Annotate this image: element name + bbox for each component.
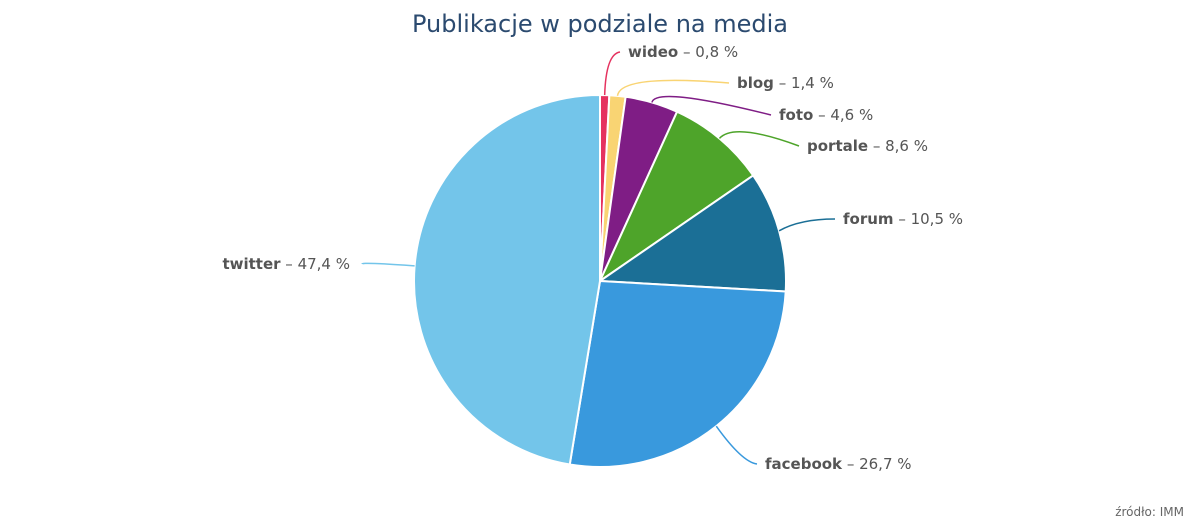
data-label-portale: portale – 8,6 % (807, 137, 928, 155)
data-label-blog: blog – 1,4 % (737, 74, 834, 92)
data-label-twitter: twitter – 47,4 % (222, 255, 350, 273)
source-note: źródło: IMM (1115, 505, 1184, 519)
data-label-foto: foto – 4,6 % (779, 106, 873, 124)
connector-facebook (715, 425, 758, 465)
connector-portale (718, 131, 800, 147)
connector-blog (616, 79, 730, 97)
connector-foto (651, 95, 772, 116)
connector-twitter (361, 262, 415, 267)
pie-slice-twitter (413, 94, 601, 466)
pie-slice-forum (599, 174, 787, 293)
pie-slice-portale (599, 110, 755, 282)
connector-wideo (603, 51, 621, 96)
data-label-wideo: wideo – 0,8 % (628, 43, 738, 61)
chart-title: Publikacje w podziale na media (411, 10, 789, 38)
data-label-facebook: facebook – 26,7 % (765, 455, 912, 473)
data-label-forum: forum – 10,5 % (843, 210, 963, 228)
pie-slice-facebook (568, 280, 787, 468)
connector-forum (778, 218, 836, 232)
